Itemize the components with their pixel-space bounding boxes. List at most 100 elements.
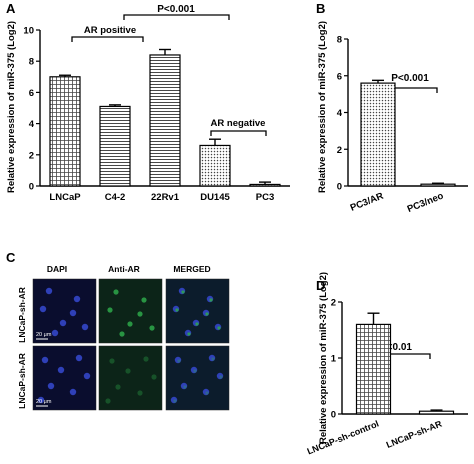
ar-signal [107,307,113,313]
panel-d-bar [355,323,392,415]
panel-c-microscopy: C DAPI Anti-AR MERGED LNCaP-sh-AR LNCaP-… [6,250,230,411]
panel-d-label: D [316,278,325,293]
panel-a-bar [99,105,131,187]
panel-d-chart: D Relative expression of miR-375 (Log2) … [306,272,468,457]
nucleus [45,287,53,295]
panel-a-ytick-label: 6 [29,88,34,99]
p-value-label-a: P<0.001 [157,4,195,15]
ar-signal [137,311,143,317]
ar-signal [183,385,187,389]
nucleus [69,388,77,396]
panel-d-bar [418,410,455,415]
scale-bar-label: 20 μm [36,332,52,338]
nucleus [37,396,45,404]
nucleus [174,356,182,364]
ar-negative-label: AR negative [211,118,266,129]
panel-a-bar [249,183,281,187]
panel-d-ylabel: Relative expression of miR-375 (Log2) [318,272,329,444]
nucleus [180,382,188,390]
panel-a-bar [149,54,181,187]
ar-signal [187,332,191,336]
panel-d-category-label: LNCaP-sh-AR [385,418,444,450]
panel-b-label: B [316,1,325,16]
panel-b-ytick-label: 0 [337,182,342,193]
ar-signal [109,358,115,364]
panel-b-ytick-label: 6 [337,71,342,82]
p-value-label-d: P<0.01 [380,342,412,353]
row-label-2: LNCaP-sh-AR [17,353,27,409]
panel-a-bar [199,144,231,187]
panel-a-ylabel: Relative expression of miR-375 (Log2) [6,21,17,193]
ar-signal [143,356,149,362]
ar-signal [137,390,143,396]
nucleus [208,354,216,362]
panel-a-ytick-label: 10 [23,26,34,37]
ar-signal [217,326,221,330]
p-value-bracket-a [123,14,230,20]
column-header-dapi: DAPI [47,264,67,274]
ar-signal [149,325,155,331]
nucleus [83,372,91,380]
ar-negative-bracket [210,130,267,136]
ar-signal [115,384,121,390]
ar-signal [105,398,111,404]
panel-a-category-label: C4-2 [105,192,126,203]
ar-signal [127,321,133,327]
panel-a-ytick-label: 2 [29,150,34,161]
micrograph-anti-ar-2 [98,345,163,411]
ar-positive-bracket [71,36,144,42]
panel-c-label: C [6,250,16,265]
panel-d-ytick-label: 0 [331,410,336,421]
ar-signal [195,322,199,326]
panel-a-ytick-label: 8 [29,57,34,68]
nucleus [216,372,224,380]
ar-signal [119,331,125,337]
nucleus [75,354,83,362]
ar-signal [173,399,177,403]
ar-signal [193,369,197,373]
ar-signal [209,298,213,302]
ar-signal [211,357,215,361]
panel-d-ytick-label: 2 [331,298,336,309]
ar-signal [175,308,179,312]
nucleus [190,366,198,374]
panel-d-ytick-label: 1 [331,354,337,365]
column-header-merged: MERGED [173,264,210,274]
nucleus [47,382,55,390]
panel-b-ytick-label: 2 [337,145,342,156]
nucleus [57,366,65,374]
panel-a-ytick-label: 0 [29,182,34,193]
panel-a-bar [49,76,81,187]
panel-a-category-label: PC3 [256,192,274,203]
nucleus [41,356,49,364]
panel-a-category-label: 22Rv1 [151,192,180,203]
nucleus [51,329,59,337]
ar-signal [219,375,223,379]
panel-b-ytick-label: 8 [337,35,342,46]
nucleus [59,319,67,327]
ar-signal [113,289,119,295]
ar-signal [141,297,147,303]
ar-signal [205,391,209,395]
ar-positive-label: AR positive [84,25,136,36]
nucleus [73,295,81,303]
panel-b-ylabel: Relative expression of miR-375 (Log2) [317,21,328,193]
panel-a-category-label: DU145 [200,192,230,203]
ar-signal [181,290,185,294]
micrograph-anti-ar-1 [98,278,163,344]
ar-signal [177,359,181,363]
ar-signal [205,312,209,316]
column-header-anti-ar: Anti-AR [108,264,140,274]
p-value-label-b: P<0.001 [391,73,429,84]
ar-signal [151,374,157,380]
panel-b-chart: B Relative expression of miR-375 (Log2) … [316,1,468,215]
nucleus [69,309,77,317]
panel-a-ytick-label: 4 [29,119,35,130]
nucleus [81,323,89,331]
panel-b-category-label: PC3/neo [406,191,446,216]
panel-b-category-label: PC3/AR [349,191,386,214]
nucleus [39,305,47,313]
nucleus [170,396,178,404]
panel-b-bar [360,82,396,187]
